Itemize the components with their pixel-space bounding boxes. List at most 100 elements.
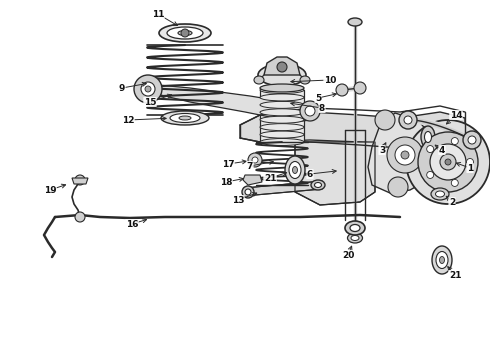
- Circle shape: [451, 179, 458, 186]
- Circle shape: [354, 82, 366, 94]
- Ellipse shape: [260, 116, 304, 123]
- Circle shape: [406, 120, 490, 204]
- Ellipse shape: [424, 131, 432, 143]
- Text: 6: 6: [307, 170, 313, 179]
- Polygon shape: [260, 90, 304, 142]
- Polygon shape: [295, 142, 375, 205]
- Circle shape: [404, 116, 412, 124]
- Circle shape: [375, 110, 395, 130]
- Circle shape: [399, 111, 417, 129]
- Text: 5: 5: [315, 94, 321, 103]
- Polygon shape: [243, 175, 262, 185]
- Circle shape: [440, 154, 456, 170]
- Text: 13: 13: [232, 195, 244, 204]
- Circle shape: [336, 84, 348, 96]
- Text: 7: 7: [247, 162, 253, 171]
- Circle shape: [305, 106, 315, 116]
- Circle shape: [248, 153, 262, 167]
- Ellipse shape: [350, 225, 360, 231]
- Text: 16: 16: [126, 220, 138, 229]
- Text: 10: 10: [324, 76, 336, 85]
- Circle shape: [401, 151, 409, 159]
- Ellipse shape: [242, 186, 254, 198]
- Circle shape: [427, 145, 434, 153]
- Circle shape: [181, 29, 189, 37]
- Ellipse shape: [421, 126, 435, 148]
- Ellipse shape: [289, 162, 301, 179]
- Circle shape: [466, 158, 473, 166]
- Text: 3: 3: [379, 145, 385, 154]
- Circle shape: [300, 101, 320, 121]
- Text: 12: 12: [122, 116, 134, 125]
- Ellipse shape: [436, 252, 448, 269]
- Circle shape: [445, 159, 451, 165]
- Ellipse shape: [159, 24, 211, 42]
- Ellipse shape: [258, 64, 306, 86]
- Polygon shape: [244, 181, 322, 196]
- Circle shape: [387, 137, 423, 173]
- Ellipse shape: [167, 27, 203, 39]
- Circle shape: [134, 75, 162, 103]
- Text: 21: 21: [449, 270, 461, 279]
- Text: 18: 18: [220, 177, 232, 186]
- Circle shape: [463, 131, 481, 149]
- Ellipse shape: [293, 166, 297, 174]
- Circle shape: [252, 157, 258, 163]
- Ellipse shape: [260, 109, 304, 116]
- Text: 19: 19: [44, 185, 56, 194]
- Ellipse shape: [254, 76, 264, 84]
- Polygon shape: [264, 57, 300, 75]
- Ellipse shape: [161, 111, 209, 125]
- Ellipse shape: [260, 86, 304, 94]
- Circle shape: [75, 175, 85, 185]
- Circle shape: [418, 132, 478, 192]
- Ellipse shape: [311, 180, 325, 190]
- Text: 11: 11: [152, 9, 164, 18]
- Polygon shape: [148, 84, 318, 122]
- Ellipse shape: [260, 131, 304, 138]
- Circle shape: [430, 144, 466, 180]
- Ellipse shape: [440, 256, 444, 264]
- Text: 14: 14: [450, 111, 462, 120]
- Ellipse shape: [260, 84, 304, 92]
- Ellipse shape: [347, 233, 363, 243]
- Ellipse shape: [436, 191, 444, 197]
- Ellipse shape: [431, 188, 449, 200]
- Text: 1: 1: [467, 163, 473, 172]
- Ellipse shape: [260, 123, 304, 131]
- Ellipse shape: [300, 76, 310, 84]
- Ellipse shape: [285, 156, 305, 184]
- Polygon shape: [368, 113, 435, 193]
- Ellipse shape: [170, 113, 200, 122]
- Ellipse shape: [351, 235, 359, 240]
- Text: 9: 9: [119, 84, 125, 93]
- Circle shape: [427, 171, 434, 179]
- Ellipse shape: [245, 189, 251, 195]
- Polygon shape: [240, 112, 465, 145]
- Circle shape: [145, 86, 151, 92]
- Ellipse shape: [260, 102, 304, 108]
- Text: 17: 17: [221, 159, 234, 168]
- Ellipse shape: [348, 18, 362, 26]
- Text: 4: 4: [439, 145, 445, 154]
- Ellipse shape: [178, 31, 192, 36]
- Circle shape: [75, 212, 85, 222]
- Text: 15: 15: [144, 98, 156, 107]
- Text: 2: 2: [449, 198, 455, 207]
- Circle shape: [451, 138, 458, 145]
- Circle shape: [141, 82, 155, 96]
- Ellipse shape: [260, 139, 304, 145]
- Polygon shape: [72, 178, 88, 184]
- Ellipse shape: [179, 116, 191, 120]
- Ellipse shape: [260, 94, 304, 101]
- Text: 20: 20: [342, 251, 354, 260]
- Text: 21: 21: [264, 174, 276, 183]
- Ellipse shape: [315, 183, 321, 188]
- Circle shape: [277, 62, 287, 72]
- Circle shape: [388, 177, 408, 197]
- Ellipse shape: [432, 246, 452, 274]
- Ellipse shape: [345, 221, 365, 235]
- Text: 8: 8: [319, 104, 325, 112]
- Circle shape: [468, 136, 476, 144]
- Circle shape: [395, 145, 415, 165]
